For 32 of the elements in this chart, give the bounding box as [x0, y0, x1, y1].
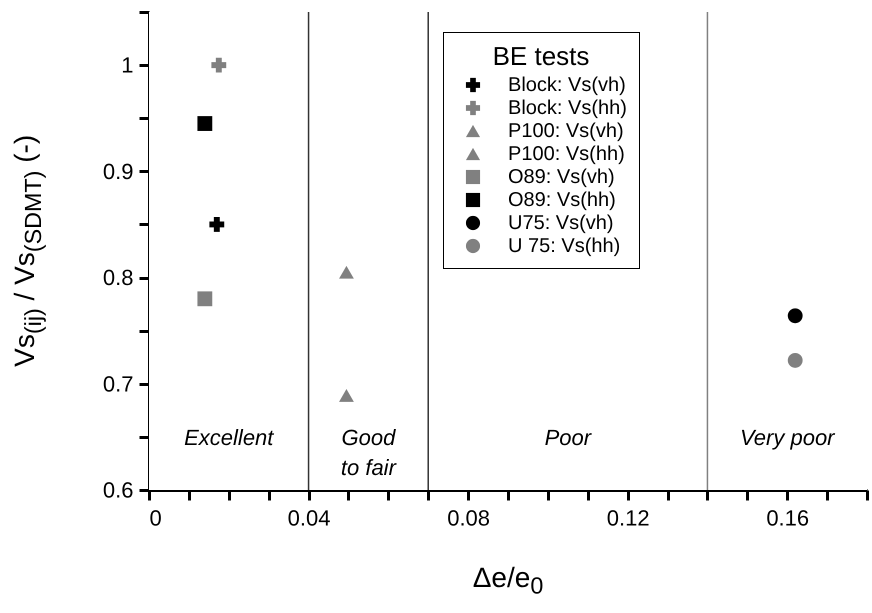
legend-label: Block: Vs(hh) — [508, 97, 627, 119]
point — [788, 353, 803, 368]
legend-label: O89: Vs(vh) — [508, 166, 615, 188]
legend-label: P100: Vs(hh) — [508, 143, 625, 165]
x-tick-label: 0.04 — [288, 506, 330, 530]
x-tick-label: 0.08 — [447, 506, 490, 530]
legend-label: U 75: Vs(hh) — [508, 235, 620, 257]
band-label: Very poor — [740, 425, 836, 450]
point — [788, 308, 803, 324]
legend-label: U75: Vs(vh) — [508, 212, 614, 234]
point — [339, 266, 354, 279]
legend-label: O89: Vs(hh) — [508, 189, 616, 211]
band-label: Excellent — [184, 425, 274, 450]
x-axis-title: Δe/e$_{0}$ — [472, 562, 544, 600]
point — [197, 116, 212, 131]
y-tick-label: 0.7 — [102, 371, 134, 396]
legend-label: P100: Vs(vh) — [508, 120, 624, 142]
point — [209, 217, 224, 232]
y-tick-label: 1 — [121, 52, 134, 78]
point — [197, 291, 212, 306]
x-tick-label: 0.12 — [606, 506, 650, 530]
y-tick-label: 0.9 — [102, 158, 134, 184]
x-tick-label: 0.16 — [766, 506, 810, 530]
point — [339, 389, 354, 402]
y-tick-label: 0.6 — [102, 478, 134, 502]
legend-label: Block: Vs(vh) — [508, 74, 626, 96]
y-tick-label: 0.8 — [102, 265, 134, 290]
legend-title: BE tests — [492, 41, 590, 71]
point — [211, 58, 226, 73]
band-label: Poor — [544, 425, 593, 450]
x-tick-label: 0 — [150, 506, 162, 530]
band-label: Good to fair — [340, 425, 398, 480]
